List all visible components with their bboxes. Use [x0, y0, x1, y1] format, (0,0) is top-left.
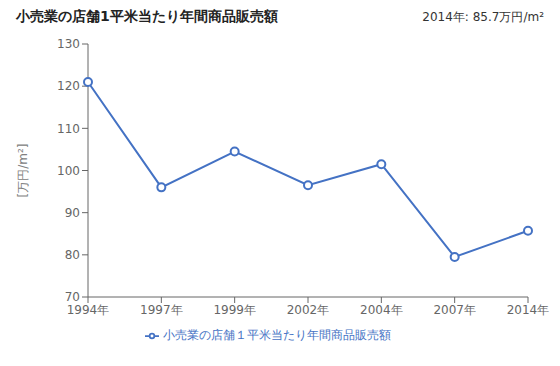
html-text:小売業の店舗1平米当たり年間商品販売額: 小売業の店舗1平米当たり年間商品販売額	[16, 8, 278, 24]
svg-text:2014年: 2014年	[507, 303, 550, 317]
svg-text:2007年: 2007年	[433, 303, 476, 317]
svg-text:100: 100	[57, 164, 80, 178]
html-text:2014年: 85.7万円/m²: 2014年: 85.7万円/m²	[422, 10, 544, 24]
svg-text:110: 110	[57, 122, 80, 136]
svg-text:1999年: 1999年	[213, 303, 256, 317]
svg-text:120: 120	[57, 79, 80, 93]
svg-text:2004年: 2004年	[360, 303, 403, 317]
svg-text:[万円/m²]: [万円/m²]	[16, 144, 30, 198]
svg-text:2002年: 2002年	[287, 303, 330, 317]
svg-text:130: 130	[57, 37, 80, 51]
svg-text:70: 70	[65, 290, 80, 304]
html-text:小売業の店舗１平米当たり年間商品販売額: 小売業の店舗１平米当たり年間商品販売額	[163, 328, 391, 342]
svg-text:1997年: 1997年	[140, 303, 183, 317]
svg-text:1994年: 1994年	[67, 303, 110, 317]
svg-text:90: 90	[65, 206, 80, 220]
svg-text:80: 80	[65, 248, 80, 262]
